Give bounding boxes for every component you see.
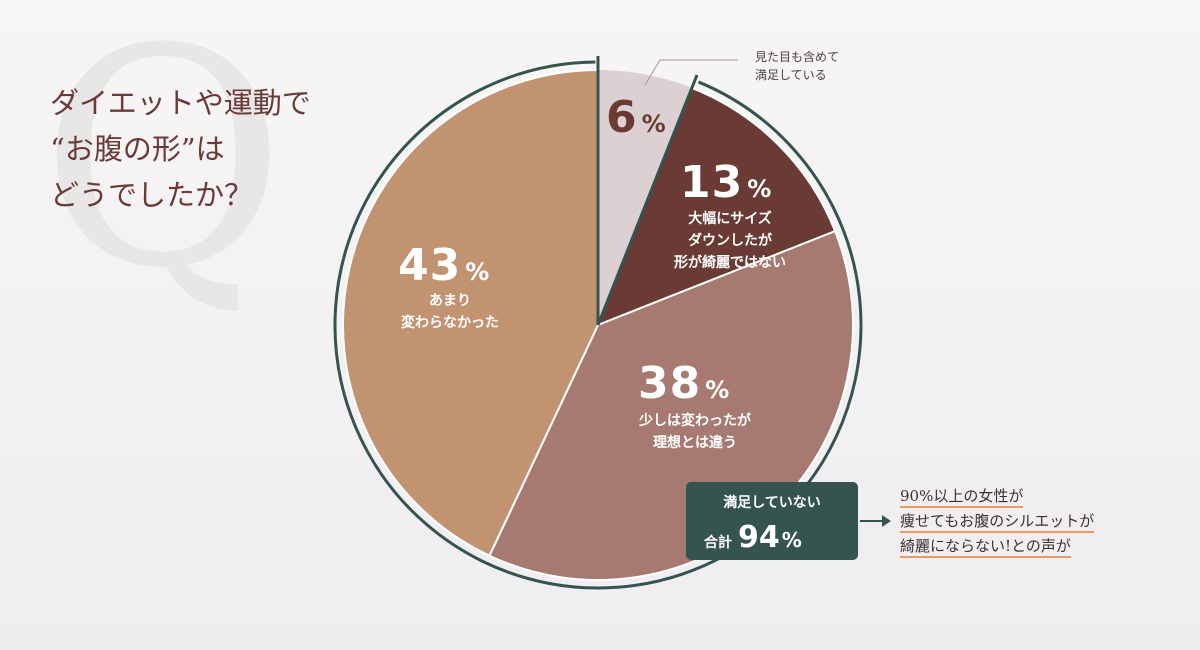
- pie-slice-6: [598, 70, 692, 325]
- slice-description-38: 少しは変わったが 理想とは違う: [610, 410, 780, 454]
- desc-line: 理想とは違う: [653, 435, 737, 451]
- summary-note: 90%以上の女性が 痩せてもお腹のシルエットが 綺麗にならない!との声が: [900, 484, 1095, 559]
- summary-total-label: 合計: [704, 535, 732, 551]
- decorative-q-letter: Q: [40, 0, 286, 334]
- slice-value: 6: [606, 92, 638, 143]
- pie-border-group: [333, 60, 863, 590]
- arrow-right-icon: [882, 515, 891, 527]
- slice-value: 38: [638, 358, 702, 409]
- desc-line: 形が綺麗ではない: [674, 255, 786, 271]
- desc-line: あまり: [429, 293, 471, 309]
- slice-description-43: あまり 変わらなかった: [380, 290, 520, 334]
- summary-total: 合計 94%: [704, 520, 802, 555]
- summary-total-unit: %: [781, 528, 802, 552]
- note-line-1: 90%以上の女性が: [900, 487, 1024, 508]
- arrow-line: [860, 520, 884, 522]
- summary-total-value: 94: [738, 520, 780, 555]
- question-line-1: ダイエットや運動で: [50, 86, 311, 120]
- slice-value: 13: [680, 157, 744, 208]
- slice-percent-label-13: 13%: [680, 161, 771, 205]
- slice-percent-label-38: 38%: [638, 362, 729, 406]
- note-line-2: 痩せてもお腹のシルエットが: [900, 512, 1095, 533]
- question-title: ダイエットや運動で “お腹の形”は どうでしたか？: [50, 80, 311, 218]
- slice-percent-label-6: 6%: [606, 96, 666, 140]
- slice-percent-label-43: 43%: [398, 244, 489, 288]
- pie-slice-43: [342, 68, 599, 558]
- slice-edge-line: [596, 74, 699, 326]
- desc-line: ダウンしたが: [688, 233, 772, 249]
- note-line-3: 綺麗にならない!との声が: [900, 537, 1071, 558]
- not-satisfied-total-box: 満足していない 合計 94%: [686, 482, 858, 560]
- desc-line: 少しは変わったが: [639, 413, 751, 429]
- satisfied-callout: 見た目も含めて 満足している: [755, 48, 839, 84]
- pie-slice-13: [596, 86, 837, 327]
- summary-title: 満足していない: [723, 495, 821, 511]
- slice-unit: %: [705, 376, 730, 404]
- callout-line-1: 見た目も含めて: [755, 50, 840, 64]
- desc-line: 大幅にサイズ: [688, 211, 772, 227]
- question-line-2: “お腹の形”は: [50, 132, 225, 166]
- desc-line: 変わらなかった: [401, 315, 499, 331]
- slice-unit: %: [465, 258, 490, 286]
- slice-value: 43: [398, 240, 462, 291]
- slice-description-13: 大幅にサイズ ダウンしたが 形が綺麗ではない: [650, 208, 810, 274]
- pie-outer-ring: [333, 60, 863, 590]
- callout-line-2: 満足している: [755, 68, 827, 82]
- slice-unit: %: [641, 110, 666, 138]
- slice-unit: %: [747, 175, 772, 203]
- question-line-3: どうでしたか？: [50, 178, 254, 212]
